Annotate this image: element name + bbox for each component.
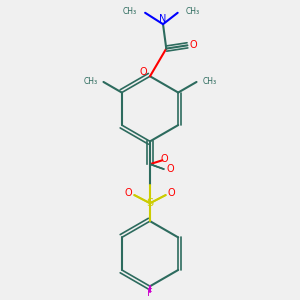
Text: CH₃: CH₃ [83, 77, 98, 86]
Text: O: O [161, 154, 169, 164]
Text: O: O [167, 164, 174, 174]
Text: N: N [159, 14, 167, 24]
Text: O: O [168, 188, 175, 199]
Text: O: O [190, 40, 197, 50]
Text: CH₃: CH₃ [202, 77, 217, 86]
Text: CH₃: CH₃ [123, 7, 137, 16]
Text: CH₃: CH₃ [186, 7, 200, 16]
Text: S: S [146, 198, 154, 208]
Text: O: O [125, 188, 132, 199]
Text: F: F [147, 288, 153, 298]
Text: O: O [139, 68, 147, 77]
